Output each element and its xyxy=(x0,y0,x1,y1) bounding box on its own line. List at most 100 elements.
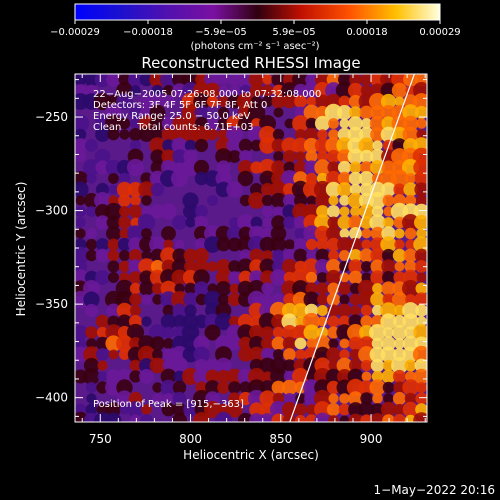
heatmap-cell xyxy=(149,236,166,253)
heatmap-cell xyxy=(381,105,396,120)
heatmap-cell xyxy=(326,347,341,362)
heatmap-cell xyxy=(392,248,407,263)
heatmap-cell xyxy=(137,213,156,232)
heatmap-cell xyxy=(271,138,286,153)
heatmap-cell xyxy=(403,182,418,197)
heatmap-cell xyxy=(139,358,154,373)
heatmap-cell xyxy=(271,94,286,109)
heatmap-cell xyxy=(380,313,397,330)
heatmap-cell xyxy=(413,159,427,176)
heatmap-cell xyxy=(215,346,232,363)
heatmap-cell xyxy=(171,269,188,286)
heatmap-cell xyxy=(383,206,394,217)
heatmap-cell xyxy=(226,181,243,198)
heatmap-cell xyxy=(96,381,109,394)
heatmap-cell xyxy=(295,151,306,162)
heatmap-cell xyxy=(404,326,417,339)
heatmap-cell xyxy=(150,149,165,164)
heatmap-cell xyxy=(370,259,385,274)
heatmap-cell xyxy=(152,129,163,140)
heatmap-cell xyxy=(293,303,308,318)
heatmap-cell xyxy=(382,381,395,394)
heatmap-cell xyxy=(348,116,363,131)
heatmap-cell xyxy=(339,393,350,404)
heatmap-cell xyxy=(216,259,231,274)
heatmap-cell xyxy=(414,105,427,120)
heatmap-cell xyxy=(116,302,133,319)
heatmap-cell xyxy=(162,326,175,339)
heatmap-cell xyxy=(284,239,295,250)
heatmap-cell xyxy=(194,105,209,120)
heatmap-cell xyxy=(217,381,230,394)
heatmap-cell xyxy=(95,215,110,230)
heatmap-cell xyxy=(237,170,254,187)
heatmap-cell xyxy=(404,194,417,207)
heatmap-cell xyxy=(326,402,341,417)
heatmap-cell xyxy=(369,93,386,110)
heatmap-cell xyxy=(292,291,309,308)
heatmap-cell xyxy=(359,105,374,120)
heatmap-cell xyxy=(337,160,352,175)
heatmap-cell xyxy=(261,326,274,339)
heatmap-cell xyxy=(141,316,152,327)
heatmap-cell xyxy=(118,194,131,207)
heatmap-cell xyxy=(370,127,385,142)
heatmap-cell xyxy=(215,148,232,165)
heatmap-cell xyxy=(247,290,266,309)
heatmap-cell xyxy=(226,137,243,154)
heatmap-cell xyxy=(314,115,331,132)
heatmap-cell xyxy=(86,173,97,184)
heatmap-cell xyxy=(360,414,373,422)
heatmap-cell xyxy=(149,115,166,132)
heatmap-cell xyxy=(392,292,407,307)
heatmap-cell xyxy=(204,236,221,253)
heatmap-cell xyxy=(172,127,187,142)
heatmap-cell xyxy=(303,225,320,242)
heatmap-cell xyxy=(149,137,166,154)
solar-limb-line xyxy=(289,74,415,422)
heatmap-cell xyxy=(128,204,143,219)
heatmap-cell xyxy=(317,272,328,283)
heatmap-cell xyxy=(204,82,221,99)
heatmap-cell xyxy=(262,371,273,382)
annotation-energy: Energy Range: 25.0 − 50.0 keV xyxy=(93,111,250,122)
heatmap-cell xyxy=(185,217,196,228)
heatmap-cell xyxy=(393,183,406,196)
heatmap-cell xyxy=(194,215,209,230)
heatmap-cell xyxy=(227,336,242,351)
heatmap-cell xyxy=(339,118,350,129)
heatmap-cell xyxy=(86,228,97,239)
heatmap-cell xyxy=(394,228,405,239)
heatmap-cell xyxy=(383,393,394,404)
heatmap-cell xyxy=(216,281,231,296)
heatmap-cell xyxy=(86,206,97,217)
heatmap-cell xyxy=(369,379,386,396)
heatmap-cell xyxy=(382,293,395,306)
heatmap-cell xyxy=(151,84,164,97)
heatmap-cell xyxy=(404,227,417,240)
heatmap-cell xyxy=(348,336,363,351)
heatmap-cell xyxy=(75,138,88,153)
heatmap-cell xyxy=(258,158,277,177)
heatmap-cell xyxy=(173,370,186,383)
heatmap-cell xyxy=(270,368,287,385)
heatmap-cell xyxy=(303,137,320,154)
heatmap-cell xyxy=(358,126,375,143)
heatmap-cell xyxy=(162,348,175,361)
heatmap-cell xyxy=(314,214,331,231)
heatmap-cell xyxy=(326,237,341,252)
heatmap-cell xyxy=(393,271,406,284)
heatmap-cell xyxy=(259,137,276,154)
heatmap-cell xyxy=(294,227,307,240)
heatmap-cell xyxy=(391,126,408,143)
heatmap-cell xyxy=(381,182,396,197)
heatmap-cell xyxy=(328,129,339,140)
heatmap-cell xyxy=(95,248,110,263)
heatmap-cell xyxy=(249,259,264,274)
heatmap-cell xyxy=(249,402,264,417)
heatmap-cell xyxy=(391,82,408,99)
heatmap-cell xyxy=(248,346,265,363)
heatmap-cell xyxy=(305,282,318,295)
heatmap-cell xyxy=(271,413,286,422)
